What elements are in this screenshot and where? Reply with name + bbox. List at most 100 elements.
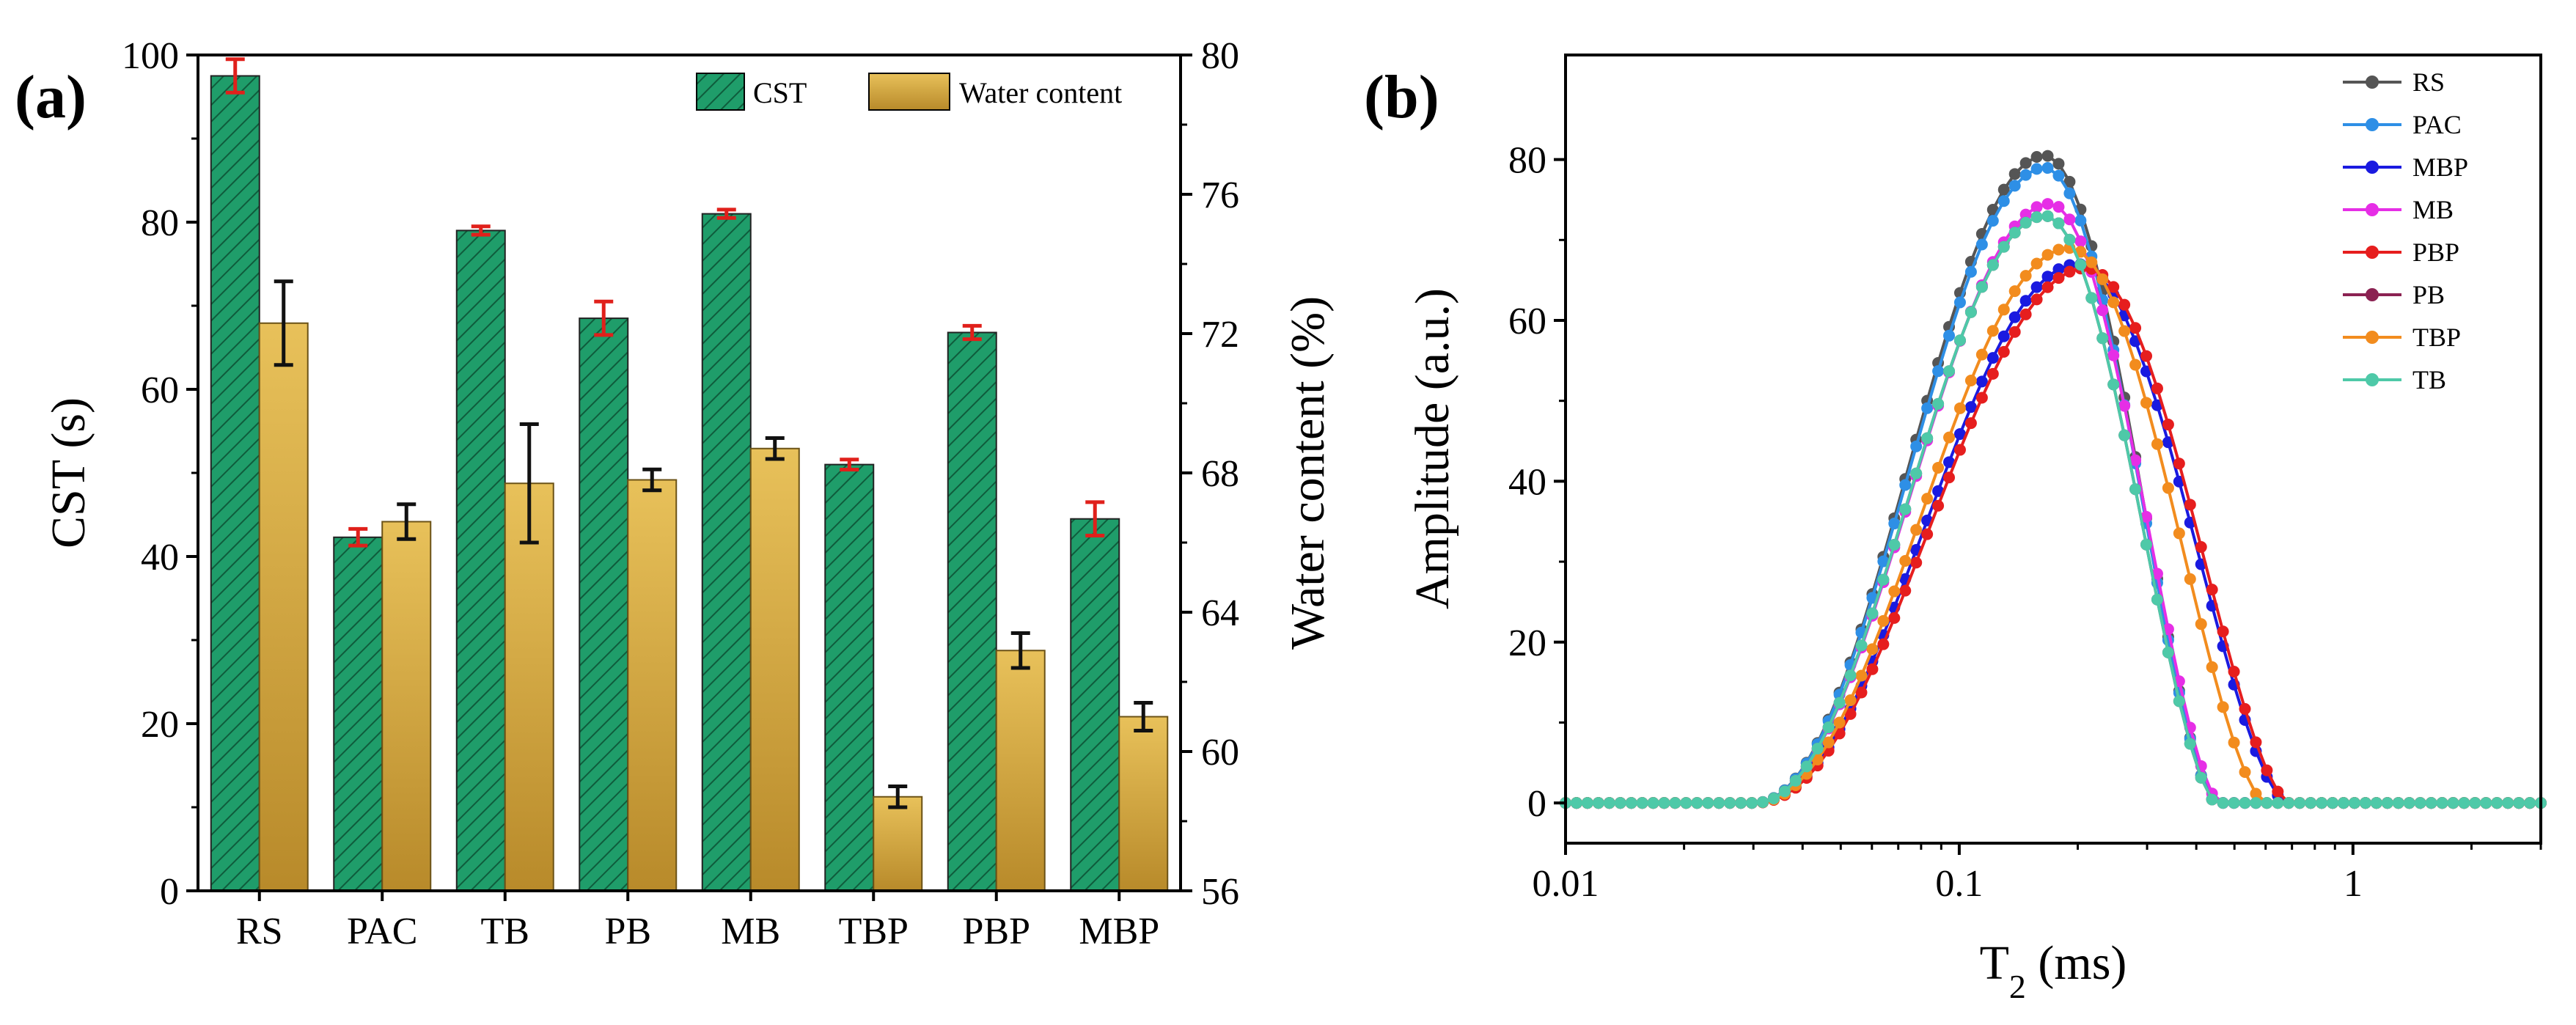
point-rs	[2030, 150, 2043, 163]
series-pbp	[1560, 262, 2547, 809]
bar-water-content-mb	[749, 447, 800, 892]
point-rs	[2052, 158, 2065, 170]
point-mb	[2107, 349, 2120, 361]
point-tb	[1581, 797, 1593, 809]
point-tbp	[2173, 527, 2185, 540]
point-tbp	[2096, 273, 2109, 285]
point-tbp	[2184, 573, 2196, 585]
point-tb	[2436, 797, 2448, 809]
errorbar-cst-tb	[471, 224, 491, 237]
point-tbp	[2030, 257, 2043, 270]
tick-label-left-40: 40	[141, 537, 179, 578]
category-label-mb: MB	[721, 911, 780, 952]
errorbar-water-content-rs	[274, 279, 293, 367]
series-pac	[1560, 162, 2547, 809]
bar-cst-pac	[333, 536, 384, 892]
panel-a-right-axis: 56 60 64 68 72 76 80	[1181, 35, 1239, 913]
panel-a-right-y-axis-title: Water content (%)	[1281, 296, 1335, 650]
point-tbp	[1997, 304, 2010, 316]
panel-b-x-axis-title: T2 (ms)	[1980, 936, 2127, 1005]
point-pac	[1899, 479, 1912, 491]
point-mb	[2118, 400, 2131, 412]
point-tbp	[2129, 359, 2142, 371]
point-tbp	[2085, 256, 2098, 268]
panel-b-legend: RS PAC MBP MB PBP PB TBP TB	[2343, 67, 2468, 394]
point-pbp	[1986, 367, 1999, 380]
point-tbp	[1921, 493, 1934, 505]
panel-b-y-axis: 0 20 40 60 80	[1508, 140, 1566, 825]
tick-label-b-x-0-1: 0.1	[1935, 863, 1983, 905]
legend-swatch-cst	[696, 73, 745, 111]
legend-item-mbp: MBP	[2343, 153, 2468, 182]
point-mb	[2019, 208, 2032, 221]
point-pac	[2030, 163, 2043, 175]
point-mb	[2052, 201, 2065, 213]
bar-water-content-tb	[504, 482, 554, 892]
errorbar-water-content-pbp	[1010, 631, 1030, 670]
point-mb	[2140, 510, 2153, 523]
point-pac	[2063, 187, 2076, 199]
point-tb	[1614, 797, 1626, 809]
point-tb	[2239, 797, 2251, 809]
point-tb	[2096, 332, 2109, 345]
panel-a-y-axis-title: CST (s)	[42, 397, 95, 548]
series-tbp	[1560, 242, 2547, 809]
point-tb	[2425, 797, 2437, 809]
line-tbp	[1566, 246, 2541, 805]
point-pbp	[1975, 392, 1988, 404]
point-mbp	[2052, 263, 2065, 276]
point-tb	[1658, 797, 1670, 809]
point-tb	[1680, 797, 1692, 809]
point-pbp	[2052, 272, 2065, 284]
point-tb	[2327, 797, 2339, 809]
legend-label-pb: PB	[2412, 280, 2445, 309]
point-tb	[1964, 306, 1977, 318]
point-pbp	[1921, 528, 1934, 540]
tick-label-right-72: 72	[1201, 314, 1239, 356]
point-tb	[2283, 797, 2295, 809]
point-tb	[1997, 240, 2010, 253]
point-tb	[2151, 593, 2163, 606]
bar-water-content-pac	[381, 521, 432, 892]
point-tb	[2162, 646, 2174, 658]
point-pbp	[2261, 764, 2273, 776]
series-mb	[1560, 198, 2547, 809]
point-tbp	[2250, 787, 2262, 800]
point-tb	[1822, 721, 1835, 733]
point-tbp	[2162, 482, 2174, 494]
legend-marker-pbp	[2366, 246, 2379, 259]
point-tb	[2458, 797, 2470, 809]
point-pac	[1997, 195, 2010, 207]
point-pbp	[1888, 611, 1901, 624]
point-mb	[2096, 304, 2109, 317]
point-tbp	[2140, 397, 2153, 409]
point-tb	[2063, 233, 2076, 246]
point-tb	[2381, 797, 2393, 809]
legend-marker-pb	[2366, 288, 2379, 301]
point-pbp	[2228, 665, 2240, 677]
point-tb	[2403, 797, 2415, 809]
point-mb	[2030, 201, 2043, 213]
point-pac	[1975, 238, 1988, 251]
point-tb	[1844, 669, 1857, 682]
errorbar-cst-pac	[348, 526, 368, 548]
category-label-mbp: MBP	[1079, 911, 1159, 952]
point-pac	[2019, 169, 2032, 181]
point-tb	[2370, 797, 2382, 809]
point-tbp	[1932, 461, 1945, 474]
point-tb	[1910, 467, 1923, 480]
point-pbp	[2030, 293, 2043, 306]
point-tb	[2513, 797, 2525, 809]
tick-label-right-60: 60	[1201, 732, 1239, 774]
point-tb	[1975, 281, 1988, 293]
point-mb	[2063, 213, 2076, 226]
point-tb	[1953, 334, 1966, 347]
point-pbp	[2151, 382, 2163, 394]
point-pbp	[2162, 419, 2174, 431]
point-mbp	[2019, 295, 2032, 307]
point-tb	[2294, 797, 2306, 809]
point-tb	[2272, 797, 2284, 809]
point-tbp	[2008, 285, 2021, 298]
point-tb	[2414, 797, 2426, 809]
point-tbp	[2239, 766, 2251, 779]
